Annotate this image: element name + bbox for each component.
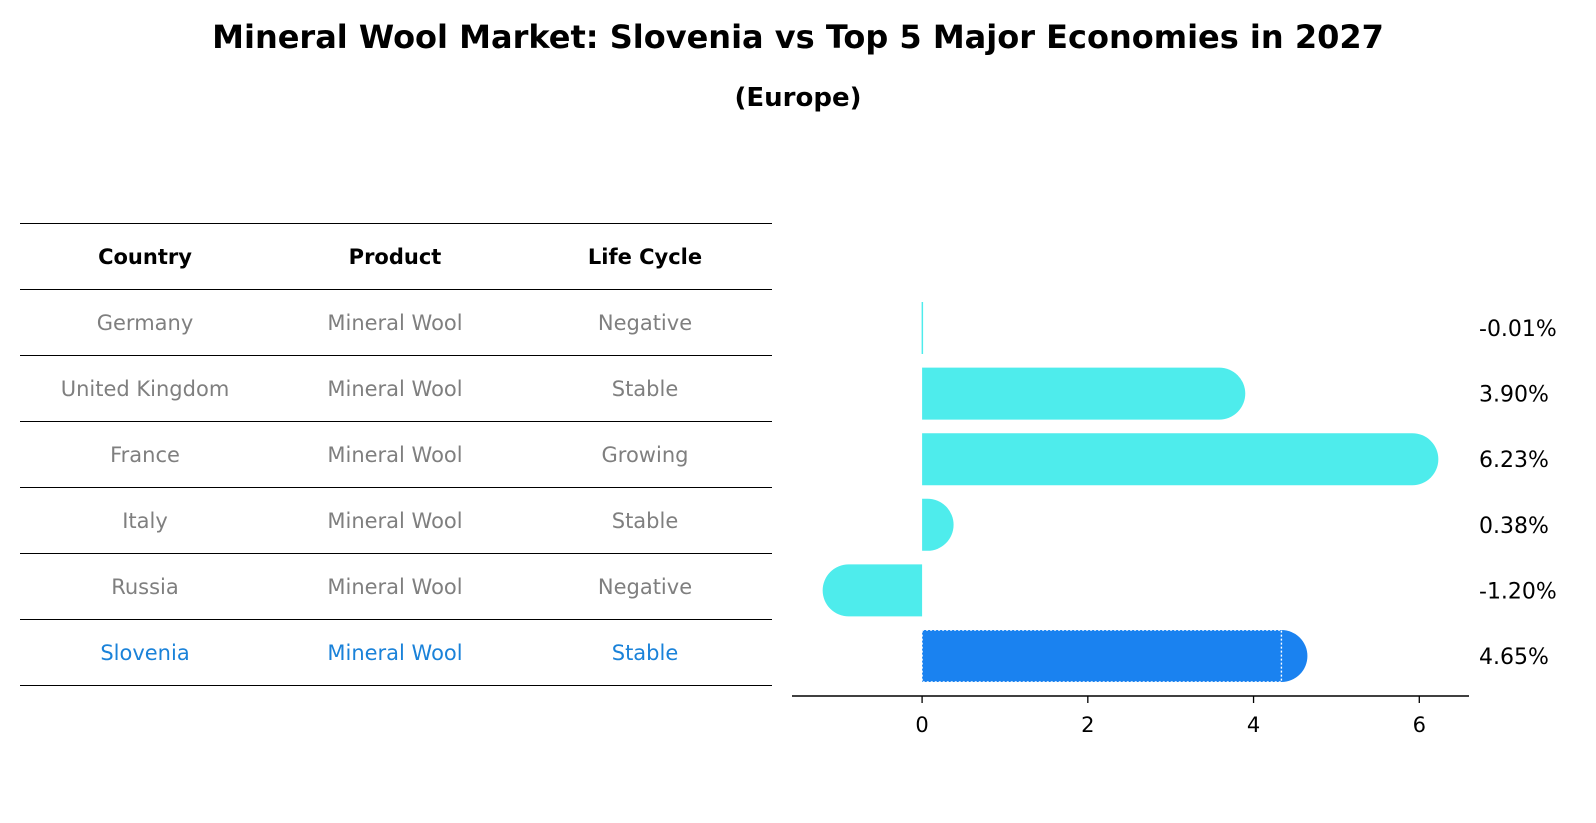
table-row: Italy Mineral Wool Stable bbox=[20, 487, 772, 553]
chart-title: Mineral Wool Market: Slovenia vs Top 5 M… bbox=[212, 18, 1384, 56]
data-label: 6.23% bbox=[1479, 448, 1549, 473]
bar-highlight-outline bbox=[921, 629, 1283, 683]
life-cycle-cell: Stable bbox=[611, 376, 679, 401]
bar bbox=[922, 498, 954, 551]
life-cycle-cell: Stable bbox=[611, 640, 679, 665]
header-life-cycle: Life Cycle bbox=[587, 244, 703, 269]
bar bbox=[822, 564, 923, 617]
header-product: Product bbox=[348, 244, 442, 269]
table-row: Russia Mineral Wool Negative bbox=[20, 553, 772, 619]
bar bbox=[922, 433, 1439, 486]
x-tick-label: 2 bbox=[1081, 713, 1094, 737]
country-cell: Italy bbox=[122, 508, 168, 533]
bar bbox=[921, 302, 924, 354]
data-label: 4.65% bbox=[1479, 645, 1549, 670]
table-row: France Mineral Wool Growing bbox=[20, 421, 772, 487]
life-cycle-cell: Negative bbox=[597, 574, 693, 599]
data-label: 0.38% bbox=[1479, 514, 1549, 539]
life-cycle-cell: Stable bbox=[611, 508, 679, 533]
country-cell: France bbox=[110, 442, 180, 467]
country-cell: Slovenia bbox=[100, 640, 190, 665]
product-cell: Mineral Wool bbox=[327, 442, 463, 467]
x-tick-label: 6 bbox=[1413, 713, 1426, 737]
life-cycle-cell: Growing bbox=[601, 442, 689, 467]
header-country: Country bbox=[98, 244, 192, 269]
data-label: -0.01% bbox=[1479, 317, 1557, 342]
bar bbox=[922, 367, 1246, 420]
comparison-table: Country Product Life Cycle Germany Miner… bbox=[20, 223, 772, 686]
table-row: Germany Mineral Wool Negative bbox=[20, 289, 772, 355]
bar bbox=[922, 630, 1308, 682]
product-cell: Mineral Wool bbox=[327, 574, 463, 599]
data-label: 3.90% bbox=[1479, 383, 1549, 408]
table-header-row: Country Product Life Cycle bbox=[20, 223, 772, 289]
data-label: -1.20% bbox=[1479, 579, 1557, 604]
x-tick-label: 0 bbox=[915, 713, 928, 737]
product-cell: Mineral Wool bbox=[327, 376, 463, 401]
country-cell: United Kingdom bbox=[60, 376, 230, 401]
country-cell: Russia bbox=[111, 574, 179, 599]
table-row: United Kingdom Mineral Wool Stable bbox=[20, 355, 772, 421]
table-row-highlight: Slovenia Mineral Wool Stable bbox=[20, 619, 772, 686]
product-cell: Mineral Wool bbox=[327, 640, 463, 665]
product-cell: Mineral Wool bbox=[327, 310, 463, 335]
country-cell: Germany bbox=[96, 310, 194, 335]
product-cell: Mineral Wool bbox=[327, 508, 463, 533]
life-cycle-cell: Negative bbox=[597, 310, 693, 335]
x-tick-label: 4 bbox=[1247, 713, 1260, 737]
chart-subtitle: (Europe) bbox=[734, 83, 862, 113]
